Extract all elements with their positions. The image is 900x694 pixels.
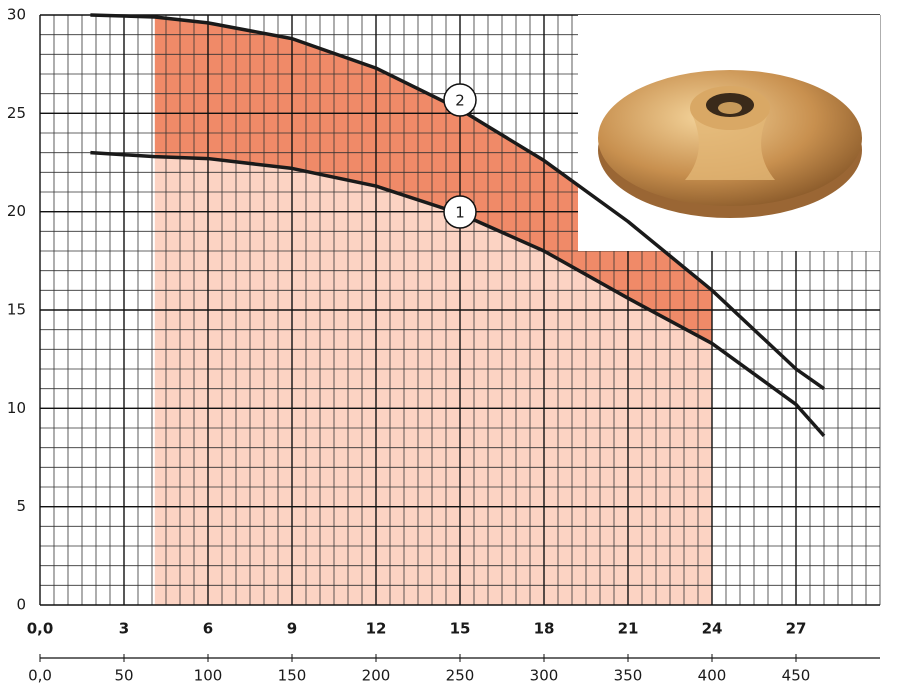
y-tick-label: 15 (7, 301, 26, 319)
y-tick-label: 25 (7, 104, 26, 122)
x-tick-label: 24 (702, 620, 723, 638)
x2-tick-label: 450 (782, 667, 811, 685)
x-tick-label: 3 (119, 620, 129, 638)
x-tick-label: 0,0 (27, 620, 54, 638)
photo-part (685, 110, 775, 180)
x-tick-label: 12 (366, 620, 387, 638)
x2-tick-label: 150 (278, 667, 307, 685)
curve-label: 1 (455, 204, 465, 222)
x2-tick-label: 0,0 (28, 667, 52, 685)
x-tick-label: 15 (450, 620, 471, 638)
y-tick-label: 30 (7, 6, 26, 24)
x-tick-label: 6 (203, 620, 213, 638)
y-tick-label: 0 (16, 596, 26, 614)
curve-label-circle (443, 83, 477, 117)
x2-tick-label: 300 (530, 667, 559, 685)
y-tick-label: 20 (7, 202, 26, 220)
x2-tick-label: 250 (446, 667, 475, 685)
x-tick-label: 18 (534, 620, 555, 638)
y-tick-label: 5 (16, 497, 26, 515)
curve-label: 2 (455, 92, 465, 110)
curve-label-circle (443, 195, 477, 229)
x2-tick-label: 200 (362, 667, 391, 685)
x-tick-label: 9 (287, 620, 297, 638)
impeller-photo (578, 15, 880, 251)
y-tick-label: 10 (7, 399, 26, 417)
x2-tick-label: 50 (114, 667, 133, 685)
x2-tick-label: 400 (698, 667, 727, 685)
x2-tick-label: 100 (194, 667, 223, 685)
x-tick-label: 27 (786, 620, 807, 638)
photo-part (718, 102, 742, 114)
extended-area (154, 16, 713, 344)
x-tick-label: 21 (618, 620, 639, 638)
x2-tick-label: 350 (614, 667, 643, 685)
